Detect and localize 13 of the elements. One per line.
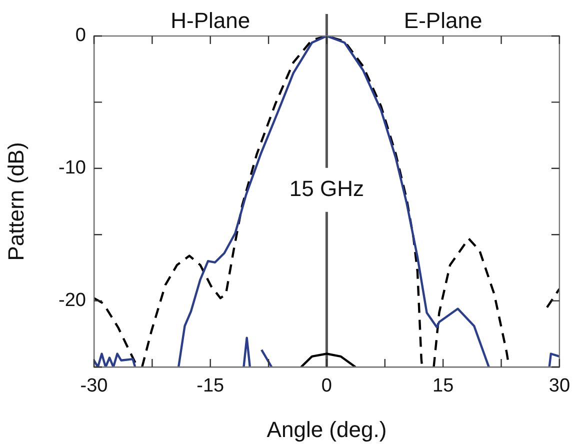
x-tick-label: 0 bbox=[321, 376, 332, 397]
ref-line-label: 15 GHz bbox=[289, 176, 364, 201]
x-tick-label: -30 bbox=[80, 376, 108, 397]
text: H-Plane bbox=[170, 8, 250, 34]
x-tick-label: 15 bbox=[432, 376, 454, 397]
y-tick-label: 0 bbox=[75, 25, 86, 46]
text: E-Plane bbox=[404, 8, 482, 34]
y-tick-label: -10 bbox=[58, 158, 86, 179]
x-tick-label: -15 bbox=[196, 376, 224, 397]
x-tick-label: 30 bbox=[548, 376, 570, 397]
y-axis-title: Pattern (dB) bbox=[3, 142, 28, 261]
y-tick-label: -20 bbox=[58, 290, 86, 312]
x-axis-title: Angle (deg.) bbox=[266, 416, 387, 442]
